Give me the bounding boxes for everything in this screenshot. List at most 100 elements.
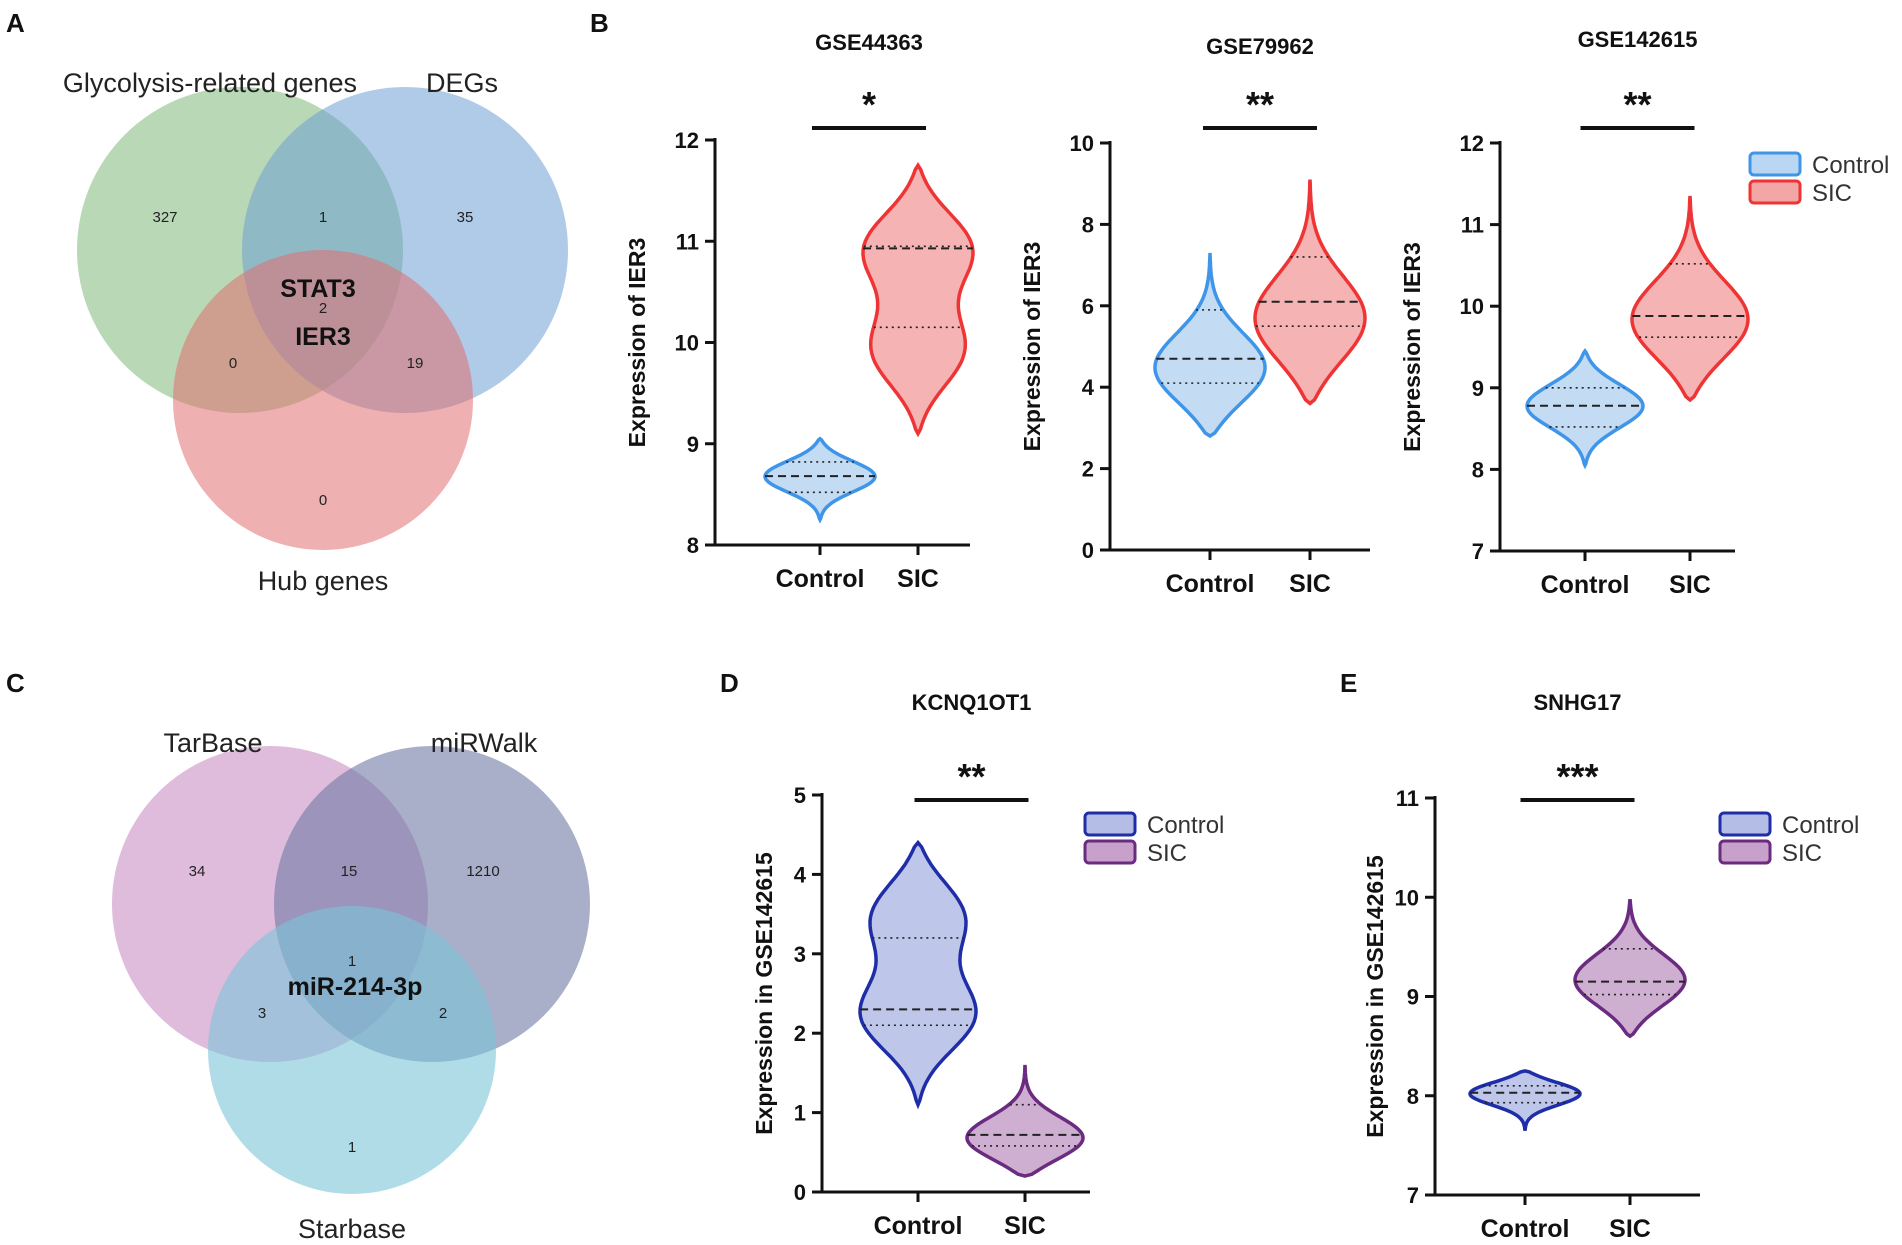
venn-a-circle-hub: [173, 250, 473, 550]
gse79962-title: GSE79962: [1206, 34, 1314, 59]
gse79962-significance-label: **: [1246, 84, 1274, 125]
snhg17-y-axis-title: Expression in GSE142615: [1362, 855, 1388, 1138]
gse44363-title: GSE44363: [815, 30, 923, 55]
venn-c-label-starbase: Starbase: [298, 1214, 406, 1244]
kcnq1ot1-violin-sic: [965, 1064, 1085, 1178]
snhg17-legend-label-sic: SIC: [1782, 840, 1822, 867]
snhg17-y-tick-label: 7: [1407, 1183, 1419, 1208]
kcnq1ot1-legend-label-control: Control: [1147, 812, 1224, 839]
gse44363-y-tick-label: 10: [675, 331, 699, 356]
panel-letter-d: D: [720, 668, 739, 698]
gse79962-x-tick-label: Control: [1166, 570, 1255, 598]
kcnq1ot1-x-tick-label: SIC: [1004, 1212, 1046, 1240]
violin-chart-gse142615: GSE142615 7 8 9 10 11 12 Expression of IER3 Cont…: [1399, 27, 1889, 599]
venn-c-count-tarbase-starbase: 3: [258, 1005, 266, 1022]
gse142615-y-tick-label: 9: [1472, 376, 1484, 401]
gse142615-x-tick-label: SIC: [1669, 571, 1711, 599]
venn-c-label-tarbase: TarBase: [163, 728, 262, 758]
gse44363-violin-sic: [861, 161, 975, 438]
venn-c-mirna-label: miR-214-3p: [288, 973, 423, 1001]
gse142615-title: GSE142615: [1578, 27, 1698, 52]
gse79962-y-tick-label: 4: [1082, 375, 1095, 400]
snhg17-y-tick-label: 9: [1407, 985, 1419, 1010]
kcnq1ot1-significance-label: **: [957, 756, 985, 797]
gse79962-y-tick-label: 6: [1082, 294, 1094, 319]
gse44363-violin-control: [763, 436, 877, 524]
snhg17-legend-swatch-sic: [1718, 839, 1772, 865]
violin-chart-gse44363: GSE44363 8 9 10 11 12 Expression of IER3 Contro…: [624, 30, 975, 593]
venn-a-gene-ier3: IER3: [295, 323, 351, 351]
kcnq1ot1-x-tick-label: Control: [874, 1212, 963, 1240]
panel-letter-c: C: [6, 668, 25, 698]
panel-letter-b: B: [590, 8, 609, 38]
venn-a-label-glycolysis: Glycolysis-related genes: [63, 68, 357, 98]
venn-c-count-only-mirwalk: 1210: [466, 863, 499, 880]
snhg17-y-tick-label: 10: [1395, 885, 1419, 910]
kcnq1ot1-y-tick-label: 4: [794, 862, 807, 887]
kcnq1ot1-y-tick-label: 3: [794, 942, 806, 967]
kcnq1ot1-y-tick-label: 1: [794, 1101, 806, 1126]
gse142615-violin-control: [1525, 348, 1645, 470]
venn-a-count-glycolysis-hub: 0: [229, 355, 237, 372]
venn-a-count-all-three: 2: [319, 300, 327, 317]
violin-chart-kcnq1ot1: KCNQ1OT1 0 1 2 3 4 5 Expression in GSE142615 Con…: [751, 690, 1224, 1240]
gse142615-y-tick-label: 8: [1472, 457, 1484, 482]
kcnq1ot1-legend-label-sic: SIC: [1147, 840, 1187, 867]
venn-c-count-mirwalk-starbase: 2: [439, 1005, 447, 1022]
violin-chart-gse79962: GSE79962 0 2 4 6 8 10 Expression of IER3 Control…: [1019, 34, 1370, 598]
snhg17-x-tick-label: SIC: [1609, 1215, 1651, 1243]
gse44363-y-tick-label: 9: [687, 432, 699, 457]
snhg17-significance-label: ***: [1556, 756, 1598, 797]
snhg17-violin-control: [1468, 1069, 1582, 1131]
venn-a-count-only-degs: 35: [457, 209, 474, 226]
snhg17-violin-sic: [1573, 898, 1687, 1039]
venn-diagram-c: TarBase miRWalk Starbase 34 15 1210 1 3 …: [112, 728, 590, 1244]
panel-letter-a: A: [6, 8, 25, 38]
gse44363-y-tick-label: 12: [675, 128, 699, 153]
gse142615-significance-label: **: [1623, 84, 1651, 125]
venn-a-count-only-hub: 0: [319, 492, 327, 509]
snhg17-legend-swatch-control: [1718, 811, 1772, 837]
kcnq1ot1-violin-control: [858, 839, 978, 1110]
gse79962-violin-control: [1153, 252, 1267, 439]
gse79962-x-tick-label: SIC: [1289, 570, 1331, 598]
gse142615-x-tick-label: Control: [1541, 571, 1630, 599]
panel-letter-e: E: [1340, 668, 1357, 698]
kcnq1ot1-legend-swatch-sic: [1083, 839, 1137, 865]
gse44363-y-tick-label: 8: [687, 533, 699, 558]
gse44363-y-tick-label: 11: [676, 229, 699, 254]
kcnq1ot1-title: KCNQ1OT1: [912, 690, 1032, 715]
venn-a-count-glycolysis-degs: 1: [319, 209, 327, 226]
venn-c-count-only-tarbase: 34: [189, 863, 206, 880]
venn-c-circle-starbase: [208, 906, 496, 1194]
kcnq1ot1-y-axis-title: Expression in GSE142615: [751, 852, 777, 1135]
gse79962-y-tick-label: 0: [1082, 538, 1094, 563]
violin-chart-snhg17: SNHG17 7 8 9 10 11 Expression in GSE142615 Cont…: [1362, 690, 1859, 1243]
gse142615-legend-swatch-control: [1748, 151, 1802, 177]
gse79962-violin-sic: [1253, 179, 1367, 406]
snhg17-x-tick-label: Control: [1481, 1215, 1570, 1243]
gse44363-significance-label: *: [862, 84, 876, 125]
kcnq1ot1-y-tick-label: 5: [794, 783, 806, 808]
gse142615-legend-label-sic: SIC: [1812, 180, 1852, 207]
venn-diagram-a: Glycolysis-related genes DEGs Hub genes …: [63, 68, 568, 596]
gse142615-y-axis-title: Expression of IER3: [1399, 242, 1425, 452]
gse142615-y-tick-label: 12: [1460, 131, 1484, 156]
venn-c-count-all-three: 1: [348, 953, 356, 970]
gse44363-y-axis-title: Expression of IER3: [624, 238, 650, 448]
venn-c-count-only-starbase: 1: [348, 1139, 356, 1156]
venn-a-gene-stat3: STAT3: [280, 275, 355, 303]
kcnq1ot1-y-tick-label: 2: [794, 1021, 806, 1046]
snhg17-legend-label-control: Control: [1782, 812, 1859, 839]
venn-a-label-hub: Hub genes: [258, 566, 389, 596]
gse44363-x-tick-label: Control: [776, 565, 865, 593]
gse142615-legend-label-control: Control: [1812, 152, 1889, 179]
snhg17-y-tick-label: 11: [1396, 786, 1419, 811]
snhg17-title: SNHG17: [1533, 690, 1621, 715]
gse142615-violin-sic: [1630, 195, 1750, 403]
gse79962-y-tick-label: 2: [1082, 457, 1094, 482]
venn-c-label-mirwalk: miRWalk: [431, 728, 538, 758]
gse142615-legend-swatch-sic: [1748, 179, 1802, 205]
gse79962-y-tick-label: 10: [1070, 131, 1094, 156]
gse44363-x-tick-label: SIC: [897, 565, 939, 593]
